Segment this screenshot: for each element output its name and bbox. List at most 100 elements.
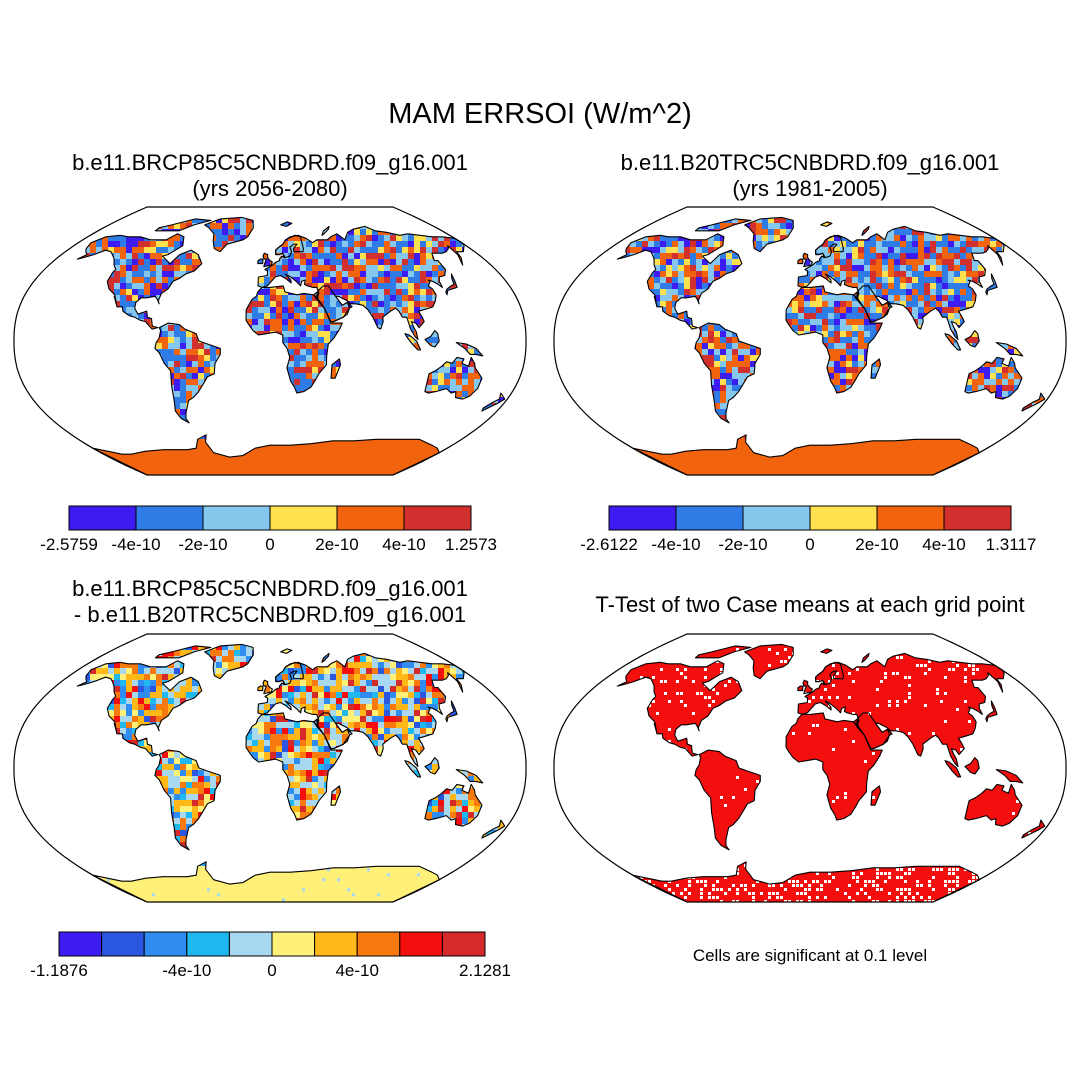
map-border — [553, 206, 1067, 476]
colorbar-tick-label: -2e-10 — [178, 535, 228, 554]
panel-3-map — [13, 633, 527, 903]
colorbar-tick-label: 4e-10 — [335, 961, 379, 980]
coastline-arctic_is — [154, 218, 212, 232]
coastline-britain — [802, 679, 813, 695]
panel-3-title-line2: - b.e11.B20TRC5CNBDRD.f09_g16.001 — [73, 602, 467, 627]
panel-2-title: b.e11.B20TRC5CNBDRD.f09_g16.001 (yrs 198… — [560, 150, 1060, 202]
coastline-svalbard — [820, 221, 833, 227]
coastline-britain — [262, 252, 273, 268]
coastline-britain — [802, 252, 813, 268]
coastline-madagascar — [870, 785, 882, 806]
coastline-svalbard — [820, 648, 833, 654]
coastline-sumatra — [404, 333, 422, 351]
colorbar-swatch — [809, 505, 878, 531]
coastline-samerica — [154, 322, 221, 424]
colorbar-tick-label: 2e-10 — [855, 535, 899, 554]
colorbar-swatch — [943, 505, 1012, 531]
coastline-novaya — [861, 652, 870, 663]
colorbar-tick-label: -4e-10 — [651, 535, 701, 554]
coastline-madagascar — [330, 358, 342, 379]
map-border — [13, 633, 527, 903]
colorbar-tick-label: 4e-10 — [382, 535, 426, 554]
panel-1-title-line1: b.e11.BRCP85C5CNBDRD.f09_g16.001 — [72, 150, 468, 175]
colorbar-tick-label: 0 — [265, 535, 275, 554]
coastline-namerica — [76, 233, 203, 330]
coastline-borneo — [964, 330, 980, 348]
coastline-ireland — [797, 258, 804, 265]
coastline-africa — [785, 712, 883, 821]
coastline-arctic_is — [694, 218, 752, 232]
colorbar-tick-label: -2e-10 — [718, 535, 768, 554]
colorbar-swatch — [135, 505, 204, 531]
colorbar-swatch — [68, 505, 137, 531]
coastline-sumatra — [944, 333, 962, 351]
panel-3-title-line1: b.e11.BRCP85C5CNBDRD.f09_g16.001 — [72, 576, 468, 601]
map-border — [553, 633, 1067, 903]
panel-2-map — [553, 206, 1067, 476]
panel-1-colorbar — [68, 505, 472, 531]
coastline-samerica — [154, 749, 221, 851]
colorbar-swatch — [58, 931, 103, 957]
coastline-antarctica — [92, 861, 440, 903]
coastline-samerica — [694, 322, 761, 424]
coastline-arabia_fix — [857, 285, 891, 323]
coastline-antarctica — [632, 861, 980, 903]
colorbar-swatch — [271, 931, 316, 957]
colorbar-tick-label: 1.2573 — [445, 535, 497, 554]
colorbar-swatch — [186, 931, 230, 957]
coastline-antarctica — [632, 434, 980, 476]
panel-2-title-line1: b.e11.B20TRC5CNBDRD.f09_g16.001 — [620, 150, 1000, 175]
coastline-madagascar — [330, 785, 342, 806]
coastline-japan — [985, 700, 998, 723]
colorbar-swatch — [742, 505, 811, 531]
colorbar-tick-label: -4e-10 — [162, 961, 212, 980]
colorbar-tick-label: -1.1876 — [30, 961, 88, 980]
colorbar-tick-label: 0 — [267, 961, 277, 980]
coastline-greenland — [744, 216, 794, 253]
colorbar-swatch — [356, 931, 401, 957]
panel-2-colorbar-labels: -2.6122 -4e-10 -2e-10 0 2e-10 4e-10 1.3117 — [580, 535, 1036, 555]
panel-2-colorbar — [608, 505, 1012, 531]
colorbar-tick-label: 0 — [805, 535, 815, 554]
colorbar-tick-label: 2.1281 — [459, 961, 511, 980]
coastline-nz — [481, 392, 506, 412]
coastline-borneo — [424, 330, 440, 348]
panel-2-title-line2: (yrs 1981-2005) — [732, 176, 888, 201]
coastline-namerica — [616, 660, 743, 757]
coastline-scandinavia_fix — [815, 661, 844, 686]
colorbar-tick-label: -4e-10 — [111, 535, 161, 554]
coastline-borneo — [424, 757, 440, 775]
colorbar-swatch — [314, 931, 358, 957]
coastline-ireland — [257, 685, 264, 692]
coastline-scandinavia_fix — [815, 234, 844, 259]
coastline-australia — [424, 783, 483, 827]
coastline-newguinea — [455, 341, 484, 357]
coastline-madagascar — [870, 358, 882, 379]
colorbar-swatch — [202, 505, 271, 531]
coastline-australia — [964, 356, 1023, 400]
coastline-namerica — [616, 233, 743, 330]
colorbar-swatch — [101, 931, 145, 957]
colorbar-tick-label: 4e-10 — [922, 535, 966, 554]
coastline-novaya — [321, 652, 330, 663]
coastline-ireland — [797, 685, 804, 692]
panel-4-map — [553, 633, 1067, 903]
colorbar-swatch — [403, 505, 472, 531]
coastline-greenland — [744, 643, 794, 680]
panel-1-colorbar-labels: -2.5759 -4e-10 -2e-10 0 2e-10 4e-10 1.2573 — [40, 535, 497, 555]
colorbar-tick-label: -2.5759 — [40, 535, 98, 554]
panel-1-title-line2: (yrs 2056-2080) — [192, 176, 348, 201]
coastline-arabia_fix — [857, 712, 891, 750]
coastline-scandinavia_fix — [275, 661, 304, 686]
coastline-ireland — [257, 258, 264, 265]
coastline-namerica — [76, 660, 203, 757]
coastline-nz — [481, 819, 506, 839]
coastline-nz — [1021, 392, 1046, 412]
colorbar-tick-label: -2.6122 — [580, 535, 638, 554]
coastline-novaya — [861, 225, 870, 236]
map-border — [13, 206, 527, 476]
coastline-arctic_is — [694, 645, 752, 659]
colorbar-tick-label: 2e-10 — [315, 535, 359, 554]
panel-3-colorbar-labels: -1.1876 -4e-10 0 4e-10 2.1281 — [30, 961, 511, 981]
panel-4-title: T-Test of two Case means at each grid po… — [595, 592, 1025, 617]
